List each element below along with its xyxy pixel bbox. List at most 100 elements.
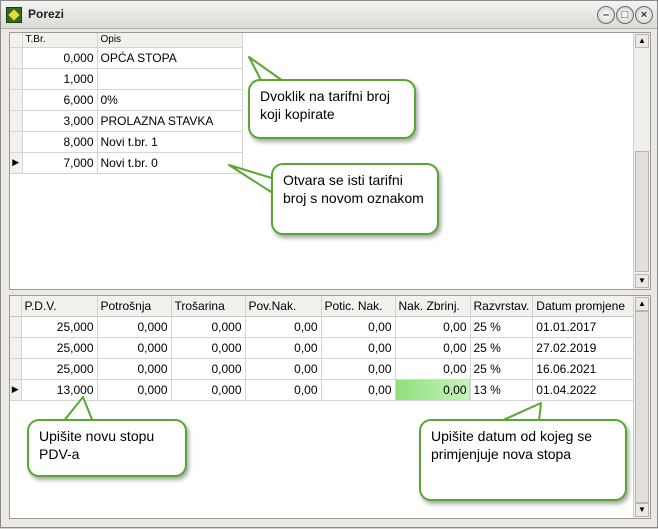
cell-trosarina[interactable]: 0,000 [171, 379, 246, 401]
table-row[interactable]: 25,000 0,000 0,000 0,00 0,00 0,00 25 % 2… [10, 337, 640, 359]
row-indicator[interactable] [10, 337, 22, 359]
column-header-nakzbrinj[interactable]: Nak. Zbrinj. [395, 296, 471, 317]
cell-poticnak[interactable]: 0,00 [321, 358, 396, 380]
app-icon [6, 7, 22, 23]
scroll-down-arrow-icon[interactable]: ▼ [635, 274, 649, 288]
rates-grid-pane: P.D.V. Potrošnja Trošarina Pov.Nak. Poti… [9, 295, 651, 519]
cell-datum[interactable]: 01.01.2017 [532, 316, 640, 338]
tariff-grid: T.Br. Opis 0,000 OPĆA STOPA 1,000 6,000 … [10, 33, 243, 174]
column-header-pdv[interactable]: P.D.V. [21, 296, 98, 317]
cell-tbr[interactable]: 8,000 [22, 131, 98, 153]
column-header-tbr[interactable]: T.Br. [22, 33, 98, 48]
window-title: Porezi [28, 7, 65, 21]
minimize-icon: – [602, 9, 610, 21]
close-button[interactable]: × [635, 6, 653, 24]
cell-datum[interactable]: 27.02.2019 [532, 337, 640, 359]
cell-tbr[interactable]: 6,000 [22, 89, 98, 111]
column-header-datum[interactable]: Datum promjene [532, 296, 640, 317]
table-row[interactable]: ▶ 13,000 0,000 0,000 0,00 0,00 0,00 13 %… [10, 379, 640, 401]
cell-trosarina[interactable]: 0,000 [171, 316, 246, 338]
cell-tbr[interactable]: 1,000 [22, 68, 98, 90]
cell-pdv[interactable]: 25,000 [21, 358, 98, 380]
row-indicator[interactable] [10, 358, 22, 380]
table-row[interactable]: ▶ 7,000 Novi t.br. 0 [10, 152, 243, 174]
cell-pdv[interactable]: 25,000 [21, 316, 98, 338]
cell-potrosnja[interactable]: 0,000 [97, 379, 172, 401]
cell-nakzbrinj[interactable]: 0,00 [395, 358, 471, 380]
minimize-button[interactable]: – [597, 6, 615, 24]
cell-nakzbrinj[interactable]: 0,00 [395, 337, 471, 359]
column-header-opis[interactable]: Opis [97, 33, 243, 48]
tariff-grid-pane: T.Br. Opis 0,000 OPĆA STOPA 1,000 6,000 … [9, 32, 651, 290]
cell-povnak[interactable]: 0,00 [245, 337, 322, 359]
cell-opis[interactable] [97, 68, 243, 90]
cell-datum[interactable]: 01.04.2022 [532, 379, 640, 401]
cell-potrosnja[interactable]: 0,000 [97, 358, 172, 380]
cell-povnak[interactable]: 0,00 [245, 358, 322, 380]
rates-grid-header: P.D.V. Potrošnja Trošarina Pov.Nak. Poti… [10, 296, 640, 317]
scroll-thumb[interactable] [635, 311, 649, 503]
column-header-poticnak[interactable]: Potic. Nak. [321, 296, 396, 317]
scroll-up-arrow-icon[interactable]: ▲ [635, 34, 649, 48]
column-header-trosarina[interactable]: Trošarina [171, 296, 246, 317]
cell-opis[interactable]: Novi t.br. 0 [97, 152, 243, 174]
row-indicator[interactable] [10, 316, 22, 338]
cell-pdv[interactable]: 13,000 [21, 379, 98, 401]
row-indicator[interactable] [10, 89, 23, 111]
callout-enter-vat-hint: Upišite novu stopu PDV-a [27, 419, 187, 477]
current-row-indicator[interactable]: ▶ [10, 152, 23, 174]
scroll-down-arrow-icon[interactable]: ▼ [635, 503, 649, 517]
cell-nakzbrinj-active[interactable]: 0,00 [395, 379, 471, 401]
cell-datum[interactable]: 16.06.2021 [532, 358, 640, 380]
rates-grid-scrollbar[interactable]: ▲ ▼ [633, 296, 650, 518]
tariff-grid-scrollbar[interactable]: ▲ ▼ [633, 33, 650, 289]
callout-doubleclick-hint: Dvoklik na tarifni broj koji kopirate [248, 79, 416, 139]
row-indicator[interactable] [10, 110, 23, 132]
column-header-povnak[interactable]: Pov.Nak. [245, 296, 322, 317]
cell-poticnak[interactable]: 0,00 [321, 316, 396, 338]
cell-razvrst[interactable]: 25 % [470, 358, 534, 380]
table-row[interactable]: 0,000 OPĆA STOPA [10, 47, 243, 69]
rates-grid: P.D.V. Potrošnja Trošarina Pov.Nak. Poti… [10, 296, 640, 401]
cell-tbr[interactable]: 7,000 [22, 152, 98, 174]
cell-razvrst[interactable]: 13 % [470, 379, 534, 401]
table-row[interactable]: 8,000 Novi t.br. 1 [10, 131, 243, 153]
header-indicator-cell [10, 296, 22, 317]
cell-poticnak[interactable]: 0,00 [321, 337, 396, 359]
cell-tbr[interactable]: 0,000 [22, 47, 98, 69]
tariff-grid-header: T.Br. Opis [10, 33, 243, 48]
row-indicator[interactable] [10, 131, 23, 153]
cell-opis[interactable]: Novi t.br. 1 [97, 131, 243, 153]
cell-trosarina[interactable]: 0,000 [171, 337, 246, 359]
column-header-razvrstav[interactable]: Razvrstav. [470, 296, 534, 317]
scroll-up-arrow-icon[interactable]: ▲ [635, 297, 649, 311]
title-bar: Porezi – □ × [1, 1, 657, 29]
table-row[interactable]: 25,000 0,000 0,000 0,00 0,00 0,00 25 % 1… [10, 358, 640, 380]
current-row-indicator[interactable]: ▶ [10, 379, 22, 401]
cell-povnak[interactable]: 0,00 [245, 379, 322, 401]
cell-nakzbrinj[interactable]: 0,00 [395, 316, 471, 338]
cell-opis[interactable]: 0% [97, 89, 243, 111]
row-indicator[interactable] [10, 47, 23, 69]
cell-poticnak[interactable]: 0,00 [321, 379, 396, 401]
table-row[interactable]: 1,000 [10, 68, 243, 90]
table-row[interactable]: 6,000 0% [10, 89, 243, 111]
row-indicator[interactable] [10, 68, 23, 90]
column-header-potrosnja[interactable]: Potrošnja [97, 296, 172, 317]
table-row[interactable]: 25,000 0,000 0,000 0,00 0,00 0,00 25 % 0… [10, 316, 640, 338]
cell-potrosnja[interactable]: 0,000 [97, 316, 172, 338]
cell-razvrst[interactable]: 25 % [470, 337, 534, 359]
maximize-button[interactable]: □ [616, 6, 634, 24]
cell-tbr[interactable]: 3,000 [22, 110, 98, 132]
cell-opis[interactable]: PROLAZNA STAVKA [97, 110, 243, 132]
table-row[interactable]: 3,000 PROLAZNA STAVKA [10, 110, 243, 132]
scroll-thumb[interactable] [635, 151, 649, 272]
cell-trosarina[interactable]: 0,000 [171, 358, 246, 380]
cell-razvrst[interactable]: 25 % [470, 316, 534, 338]
cell-opis[interactable]: OPĆA STOPA [97, 47, 243, 69]
cell-povnak[interactable]: 0,00 [245, 316, 322, 338]
cell-potrosnja[interactable]: 0,000 [97, 337, 172, 359]
cell-pdv[interactable]: 25,000 [21, 337, 98, 359]
close-icon: × [640, 9, 648, 21]
